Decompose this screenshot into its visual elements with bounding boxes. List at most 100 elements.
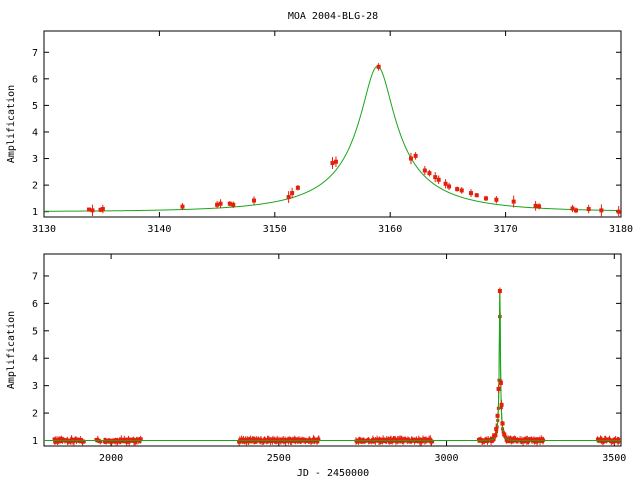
top-y-tick-label: 5 bbox=[32, 101, 38, 112]
bottom-model-curve bbox=[44, 290, 621, 442]
bottom-season-points bbox=[52, 312, 621, 446]
bottom-y-tick-label: 7 bbox=[32, 271, 38, 282]
bottom-season-point bbox=[315, 440, 319, 444]
top-plot-frame bbox=[43, 30, 622, 218]
top-data-point bbox=[231, 202, 236, 207]
top-data-point bbox=[218, 201, 223, 206]
bottom-x-tick-label: 2000 bbox=[99, 453, 123, 464]
bottom-season-point bbox=[253, 437, 257, 441]
top-x-tick-label: 3130 bbox=[32, 224, 56, 235]
bottom-season-point bbox=[99, 440, 103, 444]
top-data-point bbox=[494, 197, 499, 202]
bottom-y-tick-label: 2 bbox=[32, 409, 38, 420]
top-y-axis-label: Amplification bbox=[6, 85, 17, 163]
top-data-point bbox=[533, 203, 538, 208]
top-model-curve bbox=[44, 65, 621, 212]
top-y-tick-label: 6 bbox=[32, 74, 38, 85]
bottom-season-point bbox=[288, 437, 292, 441]
top-data-point bbox=[252, 198, 257, 203]
bottom-season-point bbox=[273, 437, 277, 441]
bottom-season-point bbox=[317, 437, 321, 441]
top-data-point bbox=[215, 202, 220, 207]
top-data-point bbox=[333, 159, 338, 164]
bottom-y-tick-label: 1 bbox=[32, 436, 38, 447]
top-data-point bbox=[286, 195, 291, 200]
bottom-season-point bbox=[112, 438, 116, 442]
top-data-point bbox=[474, 193, 479, 198]
bottom-season-point bbox=[138, 439, 142, 443]
bottom-season-point bbox=[492, 437, 496, 441]
bottom-data-point bbox=[500, 421, 505, 426]
bottom-season-point bbox=[240, 437, 244, 441]
top-model-line bbox=[44, 65, 621, 212]
bottom-season-point bbox=[428, 437, 432, 441]
top-x-tick-label: 3170 bbox=[494, 224, 518, 235]
top-x-tick-label: 3180 bbox=[609, 224, 633, 235]
bottom-season-point bbox=[504, 435, 508, 439]
bottom-season-point bbox=[274, 440, 278, 444]
bottom-season-point bbox=[103, 437, 107, 441]
bottom-axes: 2000 2500 3000 3500 1 2 3 4 5 6 7 bbox=[32, 254, 626, 464]
top-x-tick-label: 3150 bbox=[263, 224, 287, 235]
top-y-tick-label: 2 bbox=[32, 181, 38, 192]
bottom-season-point bbox=[515, 440, 519, 444]
top-data-point bbox=[98, 207, 103, 212]
top-y-tick-label: 7 bbox=[32, 48, 38, 59]
top-y-tick-label: 4 bbox=[32, 127, 38, 138]
top-data-point bbox=[455, 187, 460, 192]
bottom-data-point bbox=[499, 402, 504, 407]
top-data-point bbox=[290, 191, 295, 196]
bottom-data-point bbox=[502, 432, 507, 437]
top-data-point bbox=[100, 207, 105, 212]
bottom-season-point bbox=[287, 439, 291, 443]
top-data-point bbox=[90, 208, 95, 213]
top-data-point bbox=[447, 184, 452, 189]
top-data-point bbox=[330, 161, 335, 166]
bottom-season-point bbox=[420, 440, 424, 444]
bottom-season-point bbox=[507, 439, 511, 443]
bottom-season-point bbox=[489, 439, 493, 443]
top-x-tick-label: 3160 bbox=[378, 224, 402, 235]
top-data-point bbox=[586, 207, 591, 212]
top-data-point bbox=[413, 153, 418, 158]
bottom-y-tick-label: 5 bbox=[32, 326, 38, 337]
top-data-point bbox=[483, 196, 488, 201]
top-data-point bbox=[616, 209, 621, 214]
top-data-point bbox=[295, 185, 300, 190]
bottom-season-point bbox=[535, 440, 539, 444]
top-data-point bbox=[511, 199, 516, 204]
top-y-tick-label: 3 bbox=[32, 154, 38, 165]
top-data-point bbox=[570, 206, 575, 211]
top-x-tick-label: 3140 bbox=[147, 224, 171, 235]
top-data-point bbox=[376, 64, 381, 69]
top-data-point bbox=[537, 204, 542, 209]
bottom-data-point bbox=[495, 413, 500, 418]
bottom-y-axis-label: Amplification bbox=[6, 311, 17, 389]
bottom-y-tick-label: 4 bbox=[32, 354, 38, 365]
top-data-point bbox=[227, 201, 232, 206]
bottom-season-point bbox=[379, 437, 383, 441]
chart-title: MOA 2004-BLG-28 bbox=[288, 11, 378, 22]
bottom-y-tick-label: 6 bbox=[32, 299, 38, 310]
bottom-season-point bbox=[525, 437, 529, 441]
bottom-plot-frame bbox=[43, 253, 622, 447]
top-data-point bbox=[408, 156, 413, 161]
bottom-season-point bbox=[617, 437, 621, 441]
bottom-season-point bbox=[431, 440, 435, 444]
top-data-point bbox=[436, 177, 441, 182]
bottom-season-point bbox=[249, 440, 253, 444]
bottom-season-point bbox=[59, 440, 63, 444]
bottom-season-point bbox=[389, 437, 393, 441]
bottom-season-point bbox=[290, 439, 294, 443]
bottom-season-point bbox=[279, 440, 283, 444]
top-data-point bbox=[433, 175, 438, 180]
top-data-point bbox=[427, 171, 432, 176]
bottom-season-point bbox=[243, 440, 247, 444]
top-data-point bbox=[87, 207, 92, 212]
bottom-x-axis-label: JD - 2450000 bbox=[297, 468, 369, 479]
bottom-data-point bbox=[496, 386, 501, 391]
top-data-point bbox=[459, 188, 464, 193]
top-data-point bbox=[443, 181, 448, 186]
top-axes: 3130 3140 3150 3160 3170 3180 1 2 3 4 5 6 7 bbox=[32, 31, 633, 235]
